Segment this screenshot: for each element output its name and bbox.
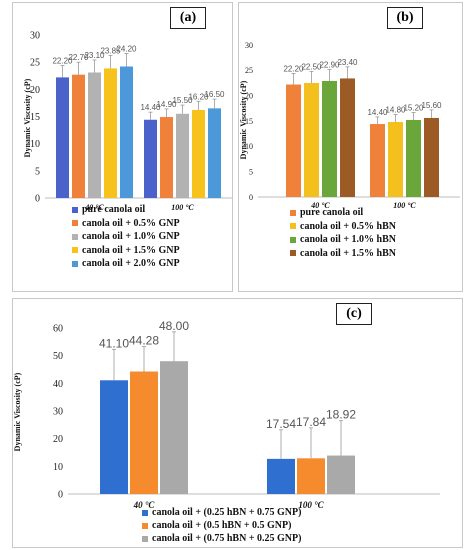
legend-swatch [72, 207, 78, 213]
category-label: 100 °C [393, 201, 416, 210]
bar [340, 78, 355, 197]
legend-label: canola oil + 1.0% GNP [82, 230, 180, 244]
y-tick-label: 25 [30, 58, 40, 69]
legend-swatch [72, 247, 78, 253]
legend-swatch [72, 261, 78, 267]
data-label: 18.92 [326, 408, 356, 422]
legend-item: canola oil + 1.0% GNP [72, 230, 180, 244]
data-label: 23.40 [337, 58, 358, 67]
y-tick-label: 50 [53, 351, 63, 362]
legend-label: canola oil + 1.5% GNP [82, 244, 180, 258]
bar [160, 361, 188, 494]
bar [56, 77, 69, 198]
legend-label: pure canola oil [82, 203, 145, 217]
y-tick-label: 0 [58, 490, 63, 501]
legend-swatch [142, 510, 148, 516]
legend-label: canola oil + 0.5% hBN [300, 220, 396, 234]
legend-item: canola oil + 1.0% hBN [290, 233, 396, 247]
category-label: 100 °C [298, 500, 324, 510]
legend-swatch [142, 536, 148, 542]
y-axis-label: Dynamic Viscosity (cP) [13, 372, 22, 451]
y-tick-label: 30 [53, 407, 63, 418]
data-label: 15.60 [421, 101, 442, 110]
bar [144, 120, 157, 198]
legend-swatch [72, 220, 78, 226]
legend-label: canola oil + (0.25 hBN + 0.75 GNP) [152, 506, 301, 519]
legend-item: canola oil + 1.5% hBN [290, 247, 396, 261]
y-tick-label: 5 [249, 167, 253, 176]
bar [370, 124, 385, 197]
bar [176, 114, 189, 198]
y-tick-label: 40 [53, 379, 63, 390]
legend-label: canola oil + (0.75 hBN + 0.25 GNP) [152, 532, 301, 545]
legend-swatch [290, 237, 296, 243]
legend-item: canola oil + 0.5% hBN [290, 220, 396, 234]
y-axis-label: Dynamic Viscosity (cP) [239, 80, 248, 159]
bar [267, 459, 295, 494]
y-axis-label: Dynamic Viscosity (cP) [23, 78, 32, 157]
y-tick-label: 30 [245, 41, 253, 50]
bar [208, 108, 221, 198]
legend-item: canola oil + 1.5% GNP [72, 244, 180, 258]
legend-label: canola oil + 1.5% hBN [300, 247, 396, 261]
legend-label: canola oil + (0.5 hBN + 0.5 GNP) [152, 519, 291, 532]
y-tick-label: 30 [30, 31, 40, 42]
legend-swatch [290, 210, 296, 216]
data-label: 17.54 [266, 417, 296, 431]
legend-item: canola oil + (0.5 hBN + 0.5 GNP) [142, 519, 301, 532]
bar [304, 83, 319, 197]
legend-item: canola oil + 2.0% GNP [72, 257, 180, 271]
bar [88, 72, 101, 198]
data-label: 44.28 [129, 334, 159, 348]
y-tick-label: 5 [35, 166, 40, 177]
panel-a-legend: pure canola oil canola oil + 0.5% GNP cano… [72, 203, 180, 271]
y-tick-label: 20 [53, 434, 63, 445]
data-label: 24.20 [116, 44, 137, 53]
data-label: 41.10 [99, 336, 129, 350]
legend-item: pure canola oil [72, 203, 180, 217]
bar [104, 68, 117, 198]
y-tick-label: 25 [245, 66, 253, 75]
data-label: 17.84 [296, 415, 326, 429]
legend-swatch [72, 234, 78, 240]
y-tick-label: 10 [53, 462, 63, 473]
data-label: 16.50 [204, 90, 225, 99]
legend-swatch [142, 523, 148, 529]
bar [327, 456, 355, 494]
legend-label: canola oil + 2.0% GNP [82, 257, 180, 271]
bar [160, 117, 173, 198]
bar [72, 75, 85, 198]
legend-item: canola oil + 0.5% GNP [72, 217, 180, 231]
bar [192, 110, 205, 198]
data-label: 48.00 [159, 319, 189, 333]
legend-swatch [290, 223, 296, 229]
legend-item: canola oil + (0.75 hBN + 0.25 GNP) [142, 532, 301, 545]
panel-c-legend: canola oil + (0.25 hBN + 0.75 GNP) canola… [142, 506, 301, 545]
bar [297, 458, 325, 494]
y-tick-label: 60 [53, 324, 63, 335]
legend-label: canola oil + 1.0% hBN [300, 233, 396, 247]
bar [322, 81, 337, 197]
bar [406, 120, 421, 197]
legend-swatch [290, 250, 296, 256]
bar [100, 380, 128, 494]
y-tick-label: 0 [35, 194, 40, 205]
legend-item: pure canola oil [290, 206, 396, 220]
legend-label: pure canola oil [300, 206, 363, 220]
bar [120, 67, 133, 198]
bar [424, 118, 439, 197]
bar [286, 85, 301, 197]
bar [388, 122, 403, 197]
panel-b-legend: pure canola oil canola oil + 0.5% hBN cano… [290, 206, 396, 260]
bar [130, 371, 158, 494]
y-tick-label: 0 [249, 193, 253, 202]
legend-item: canola oil + (0.25 hBN + 0.75 GNP) [142, 506, 301, 519]
legend-label: canola oil + 0.5% GNP [82, 217, 180, 231]
